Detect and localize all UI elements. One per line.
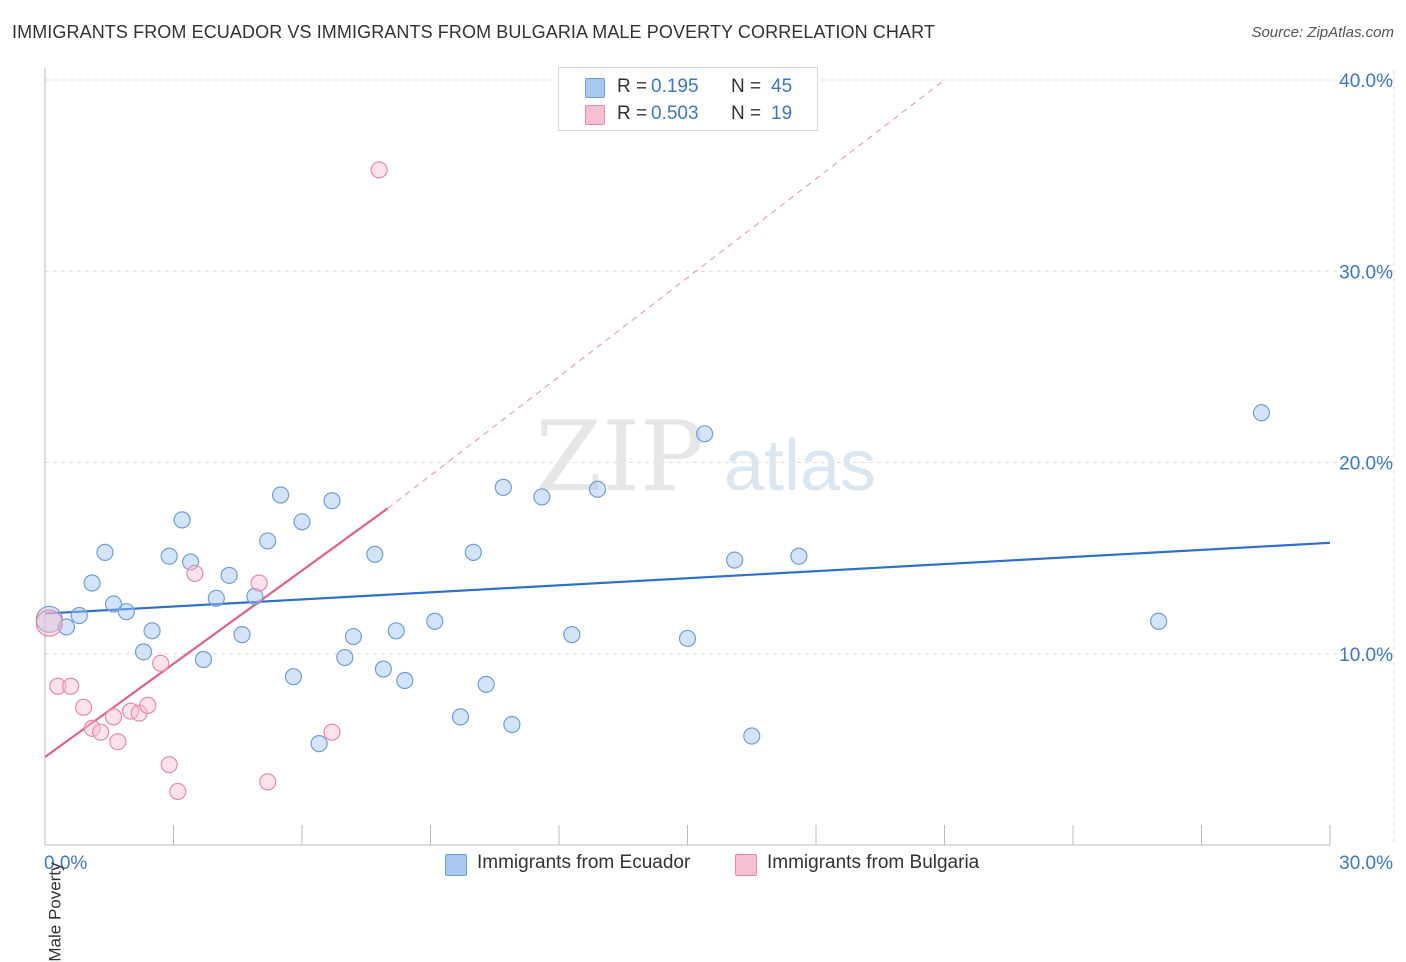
x-tick-label: 0.0% <box>44 853 87 874</box>
chart-title: IMMIGRANTS FROM ECUADOR VS IMMIGRANTS FR… <box>12 22 935 42</box>
point-ecuador <box>494 478 512 496</box>
y-tick-label: 30.0% <box>1339 262 1393 283</box>
correlation-legend: R = 0.195 N = 45 R = 0.503 N = 19 <box>558 67 818 131</box>
y-tick-label: 20.0% <box>1339 454 1393 475</box>
point-ecuador <box>83 574 101 592</box>
axes <box>44 68 1331 846</box>
point-ecuador <box>426 612 444 630</box>
point-ecuador <box>259 532 277 550</box>
trend-extension-bulgaria <box>387 79 945 509</box>
point-ecuador <box>323 492 341 510</box>
point-ecuador <box>790 547 808 565</box>
bottom-legend-swatch-bulgaria <box>735 854 757 876</box>
point-ecuador <box>173 511 191 529</box>
point-ecuador <box>104 595 123 613</box>
point-ecuador <box>366 545 384 563</box>
point-ecuador <box>344 627 362 646</box>
point-ecuador <box>1252 404 1271 422</box>
y-tick-label: 10.0% <box>1339 645 1393 666</box>
point-ecuador <box>678 629 697 648</box>
point-ecuador <box>271 486 290 504</box>
point-ecuador <box>160 547 178 565</box>
point-ecuador <box>374 660 392 678</box>
trend-line-bulgaria <box>44 507 389 758</box>
watermark-zip: ZIP <box>535 401 704 513</box>
legend-swatch-bulgaria <box>585 105 605 125</box>
point-ecuador <box>726 551 744 569</box>
tick-labels: 10.0% 20.0% 30.0% 40.0% 0.0% 30.0% <box>44 71 1393 874</box>
watermark: ZIP atlas <box>535 401 876 513</box>
legend-r-label: R = <box>617 76 648 97</box>
point-ecuador <box>207 589 225 607</box>
point-ecuador <box>464 543 482 561</box>
point-ecuador <box>743 727 761 745</box>
source-credit: Source: ZipAtlas.com <box>1251 24 1394 41</box>
point-bulgaria <box>62 677 80 695</box>
point-bulgaria <box>35 609 63 637</box>
point-bulgaria <box>49 677 67 695</box>
point-ecuador <box>293 513 311 531</box>
point-ecuador <box>70 606 88 625</box>
point-bulgaria <box>104 708 123 726</box>
point-ecuador <box>563 626 581 644</box>
bottom-legend-label: Immigrants from Ecuador <box>477 852 691 873</box>
x-tick-label: 30.0% <box>1339 853 1393 874</box>
point-ecuador <box>387 622 405 640</box>
bottom-legend-label: Immigrants from Bulgaria <box>767 852 980 873</box>
legend-n-label: N = <box>731 76 762 97</box>
point-ecuador <box>194 650 213 669</box>
point-ecuador <box>284 668 303 686</box>
point-ecuador <box>588 480 607 498</box>
legend-n-value: 45 <box>771 76 793 97</box>
point-bulgaria <box>92 723 110 741</box>
legend-r-value: 0.503 <box>651 103 699 124</box>
point-bulgaria <box>109 733 127 751</box>
point-bulgaria <box>323 723 341 741</box>
y-tick-label: 40.0% <box>1339 71 1393 92</box>
point-bulgaria <box>139 696 157 714</box>
point-bulgaria <box>74 698 93 716</box>
point-bulgaria <box>83 719 101 737</box>
point-bulgaria <box>370 161 388 179</box>
point-ecuador <box>336 648 354 667</box>
legend-swatch-ecuador <box>585 78 605 98</box>
point-ecuador <box>220 566 238 584</box>
point-ecuador <box>696 425 714 443</box>
point-ecuador <box>533 488 551 506</box>
trend-lines <box>44 79 1331 758</box>
legend-r-label: R = <box>617 103 648 124</box>
scatter-chart: ZIP atlas 10.0% 20.0% 30.0% 40.0% 0.0% 30.0% <box>35 68 1395 874</box>
point-bulgaria <box>169 782 187 801</box>
legend-n-label: N = <box>731 103 762 124</box>
point-bulgaria <box>160 756 178 774</box>
point-ecuador <box>117 603 135 621</box>
point-ecuador <box>451 708 470 726</box>
point-ecuador <box>143 622 161 640</box>
point-bulgaria <box>152 654 170 672</box>
legend-r-value: 0.195 <box>651 76 699 97</box>
trend-line-ecuador <box>44 541 1331 615</box>
data-points <box>35 161 1271 801</box>
gridlines <box>45 70 1395 845</box>
point-ecuador <box>310 735 328 753</box>
point-bulgaria <box>186 564 204 583</box>
legend-n-value: 19 <box>771 103 793 124</box>
point-ecuador <box>1150 612 1168 630</box>
y-axis-label: Male Poverty <box>45 862 65 962</box>
point-ecuador <box>503 715 521 734</box>
point-ecuador <box>96 543 114 561</box>
point-ecuador <box>233 626 251 644</box>
point-ecuador <box>134 643 153 661</box>
watermark-atlas: atlas <box>724 426 876 506</box>
point-ecuador <box>246 587 264 605</box>
point-bulgaria <box>250 574 268 592</box>
point-ecuador <box>396 671 414 690</box>
bottom-legend-swatch-ecuador <box>445 854 467 876</box>
point-ecuador <box>477 675 495 693</box>
point-bulgaria <box>259 773 277 791</box>
